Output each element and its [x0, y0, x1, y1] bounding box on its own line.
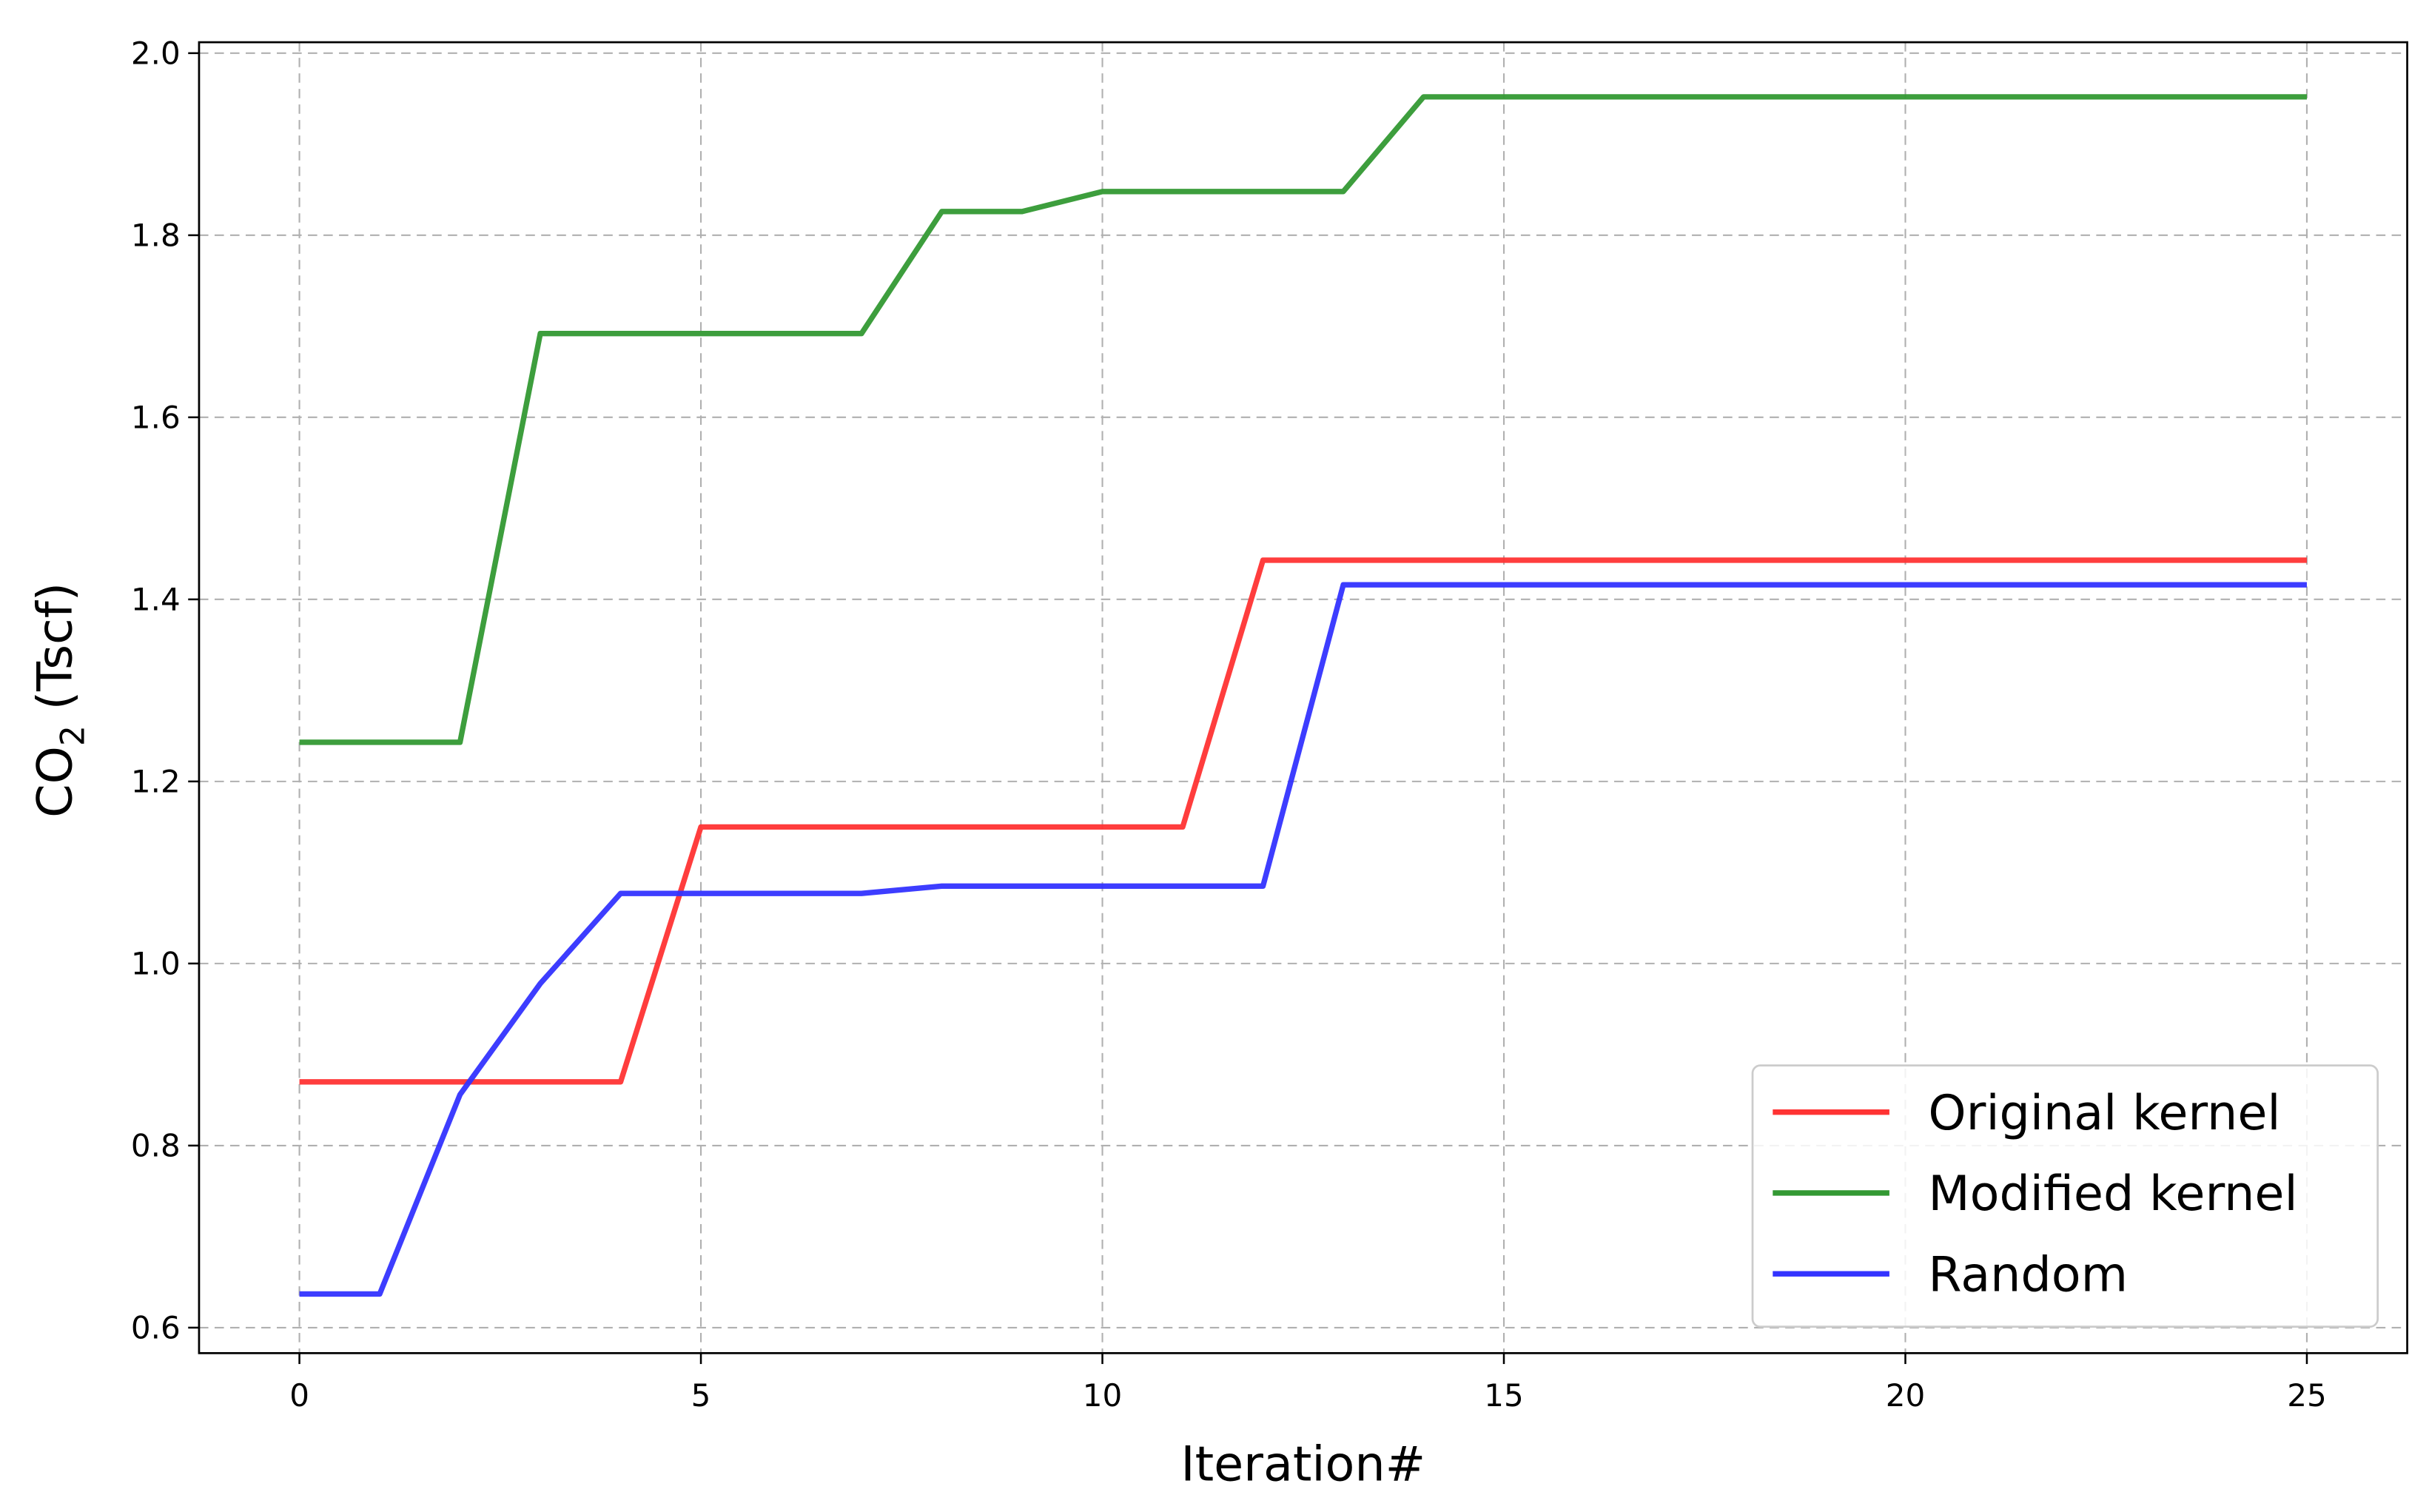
y-tick-label: 1.4: [131, 582, 181, 618]
y-tick-label: 2.0: [131, 36, 181, 72]
legend-label-random: Random: [1928, 1247, 2128, 1303]
y-tick-label: 1.6: [131, 400, 181, 436]
x-tick-label: 15: [1484, 1377, 1523, 1414]
x-tick-label: 0: [289, 1377, 309, 1414]
series-line-original-kernel: [299, 557, 2307, 1085]
y-axis-label: CO2 (Tscf): [28, 582, 93, 818]
y-tick-label: 1.8: [131, 218, 181, 254]
x-tick-label: 25: [2287, 1377, 2326, 1414]
x-tick-label: 20: [1886, 1377, 1925, 1414]
x-axis-label: Iteration#: [1180, 1437, 1425, 1493]
legend-frame: [1751, 1064, 2379, 1328]
axis-ticks: 0 5 10 15 20 25 0.6 0.8 1.0 1.2 1.4 1.6 1.8 2.0: [131, 36, 2327, 1414]
series-line-modified-kernel: [299, 94, 2307, 745]
plot-frame: [198, 41, 2408, 1354]
x-tick-label: 10: [1083, 1377, 1122, 1414]
legend-label-modified-kernel: Modified kernel: [1928, 1166, 2297, 1222]
y-tick-label: 1.2: [131, 764, 181, 800]
series-line-random: [299, 582, 2307, 1297]
series-lines: [299, 94, 2307, 1297]
x-tick-label: 5: [691, 1377, 711, 1414]
legend: Original kernel Modified kernel Random: [1751, 1064, 2379, 1328]
y-tick-label: 0.8: [131, 1128, 181, 1164]
y-tick-label: 1.0: [131, 946, 181, 982]
grid: [198, 42, 2408, 1354]
y-tick-label: 0.6: [131, 1310, 181, 1346]
legend-label-original-kernel: Original kernel: [1928, 1086, 2280, 1141]
